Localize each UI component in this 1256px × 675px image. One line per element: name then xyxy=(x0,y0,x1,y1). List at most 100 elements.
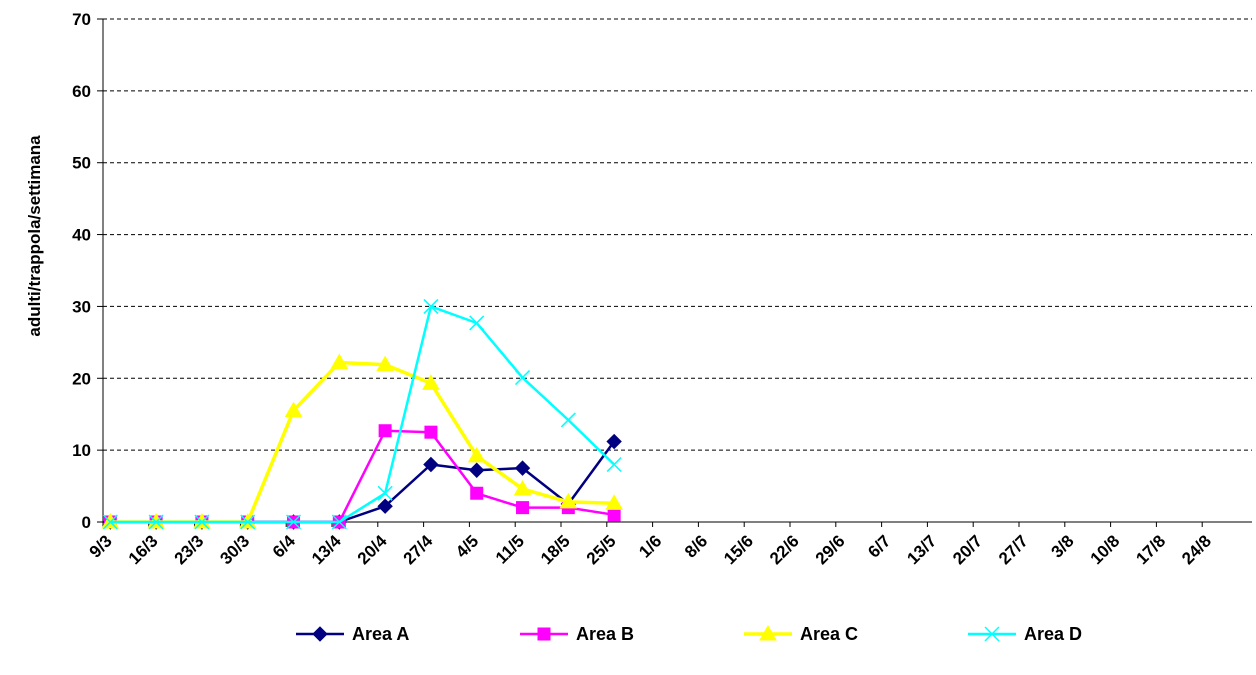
data-point xyxy=(470,486,484,500)
x-tick-label: 10/8 xyxy=(1087,531,1124,568)
data-point xyxy=(194,514,210,530)
x-tick-label: 27/4 xyxy=(400,531,437,568)
x-marker-stroke xyxy=(560,412,576,428)
x-marker-stroke xyxy=(285,514,302,530)
series-area-c xyxy=(101,353,623,529)
data-point xyxy=(607,508,621,522)
series-area-a xyxy=(102,433,622,530)
legend-label: Area D xyxy=(1024,624,1082,644)
x-tick-label: 20/7 xyxy=(949,531,986,568)
x-tick-label: 6/4 xyxy=(269,531,300,562)
x-tick-label: 13/4 xyxy=(308,531,345,568)
y-tick-labels: 0 10 20 30 40 50 60 70 xyxy=(72,10,91,532)
x-marker-stroke xyxy=(377,485,393,501)
x-tick-label: 13/7 xyxy=(903,531,940,568)
x-tick-label: 4/5 xyxy=(452,531,482,561)
data-point xyxy=(312,626,328,642)
y-tick-label: 40 xyxy=(72,226,91,245)
x-marker-stroke xyxy=(984,626,1000,642)
x-marker-stroke xyxy=(423,298,439,314)
data-point xyxy=(284,401,303,418)
legend-label: Area A xyxy=(352,624,409,644)
x-tick-label: 25/5 xyxy=(583,531,620,568)
y-tick-label: 30 xyxy=(72,297,91,316)
x-marker-stroke xyxy=(469,315,485,331)
x-tick-label: 20/4 xyxy=(354,531,391,568)
x-tick-label: 3/8 xyxy=(1047,531,1077,561)
data-point xyxy=(376,355,394,372)
data-point xyxy=(377,485,393,501)
x-tick-label: 15/6 xyxy=(720,531,757,568)
x-marker-stroke xyxy=(148,514,164,530)
x-tick-label: 9/3 xyxy=(86,531,116,561)
legend-item: Area D xyxy=(968,624,1082,644)
data-point xyxy=(423,456,439,473)
y-axis-label: adulti/trappola/settimana xyxy=(25,135,44,337)
series-line xyxy=(110,440,616,524)
series-area-b xyxy=(103,424,621,529)
data-point xyxy=(605,494,623,510)
legend-item: Area C xyxy=(744,624,858,644)
data-point xyxy=(240,514,256,530)
data-point xyxy=(378,424,392,438)
data-point xyxy=(606,456,622,473)
x-marker-stroke xyxy=(514,370,531,386)
x-tick-label: 17/8 xyxy=(1132,531,1169,568)
data-point xyxy=(467,446,486,463)
y-tick-label: 60 xyxy=(72,82,91,101)
x-tick-label: 1/6 xyxy=(635,531,665,561)
x-tick-label: 30/3 xyxy=(216,531,253,568)
data-point xyxy=(469,315,485,331)
data-point xyxy=(469,462,485,478)
data-point xyxy=(377,498,393,514)
data-point xyxy=(537,627,551,641)
data-point xyxy=(102,514,118,530)
data-point xyxy=(606,433,622,450)
legend-label: Area B xyxy=(576,624,634,644)
series-line xyxy=(110,360,615,524)
legend: Area A Area B Area C Area D xyxy=(296,624,1082,644)
y-tick-label: 70 xyxy=(72,10,91,29)
data-point xyxy=(516,501,530,515)
data-point xyxy=(422,374,440,390)
data-point xyxy=(514,370,531,386)
data-point xyxy=(560,412,576,428)
x-tick-labels: 9/3 16/3 23/3 30/3 6/4 13/4 20/4 27/4 4/5 11/5 18/… xyxy=(86,531,1215,568)
y-tick-label: 50 xyxy=(72,154,91,173)
x-tick-label: 24/8 xyxy=(1178,531,1215,568)
legend-label: Area C xyxy=(800,624,858,644)
x-marker-stroke xyxy=(331,514,347,530)
x-tick-label: 27/7 xyxy=(995,531,1032,568)
x-tick-label: 18/5 xyxy=(537,531,574,568)
x-marker-stroke xyxy=(240,514,256,530)
legend-item: Area A xyxy=(296,624,409,644)
x-marker-stroke xyxy=(194,514,210,530)
y-tick-label: 0 xyxy=(82,513,91,532)
y-tick-label: 20 xyxy=(72,369,91,388)
data-point xyxy=(513,479,532,496)
legend-item: Area B xyxy=(520,624,634,644)
series-area-d xyxy=(102,298,622,530)
x-tick-label: 29/6 xyxy=(812,531,849,568)
x-tick-label: 22/6 xyxy=(766,531,803,568)
x-tick-label: 6/7 xyxy=(864,531,894,561)
grid-lines xyxy=(97,18,1252,523)
y-tick-label: 10 xyxy=(72,441,91,460)
x-marker-stroke xyxy=(606,456,622,473)
series-line xyxy=(110,305,615,524)
x-tick-label: 16/3 xyxy=(125,531,162,568)
data-point xyxy=(424,425,438,439)
x-tick-label: 23/3 xyxy=(171,531,208,568)
x-marker-stroke xyxy=(102,514,118,530)
data-point xyxy=(148,514,164,530)
data-point xyxy=(423,298,439,314)
data-point xyxy=(984,626,1000,642)
data-point xyxy=(759,624,777,641)
data-point xyxy=(559,492,578,509)
data-point xyxy=(514,460,531,476)
x-tick-label: 11/5 xyxy=(492,531,528,567)
data-point xyxy=(331,514,347,530)
x-tick-label: 8/6 xyxy=(681,531,711,561)
data-point xyxy=(285,514,302,530)
